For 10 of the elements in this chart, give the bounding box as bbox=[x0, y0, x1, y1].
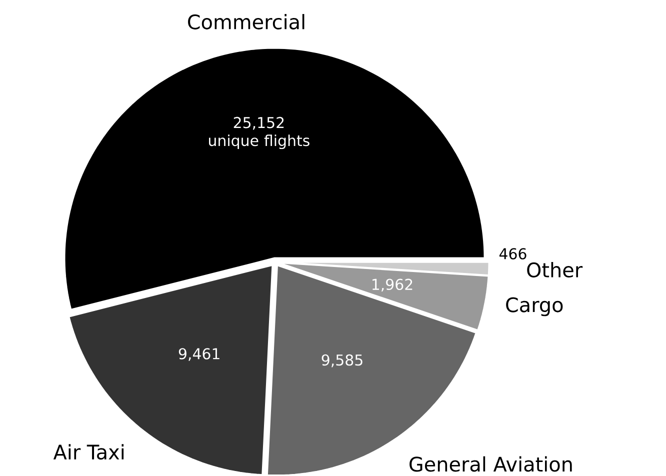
slice-label: General Aviation bbox=[410, 456, 572, 472]
slice-label: Air Taxi bbox=[53, 444, 124, 460]
slice-label: Other bbox=[527, 262, 583, 278]
data-label: 25,152 unique flights bbox=[209, 116, 310, 150]
data-label: 466 bbox=[499, 248, 526, 260]
data-label: 9,585 bbox=[322, 354, 362, 368]
data-label: 9,461 bbox=[178, 348, 220, 361]
slice-label: Commercial bbox=[188, 14, 304, 30]
data-label: 1,962 bbox=[372, 278, 412, 292]
slice-label: Cargo bbox=[506, 297, 563, 316]
